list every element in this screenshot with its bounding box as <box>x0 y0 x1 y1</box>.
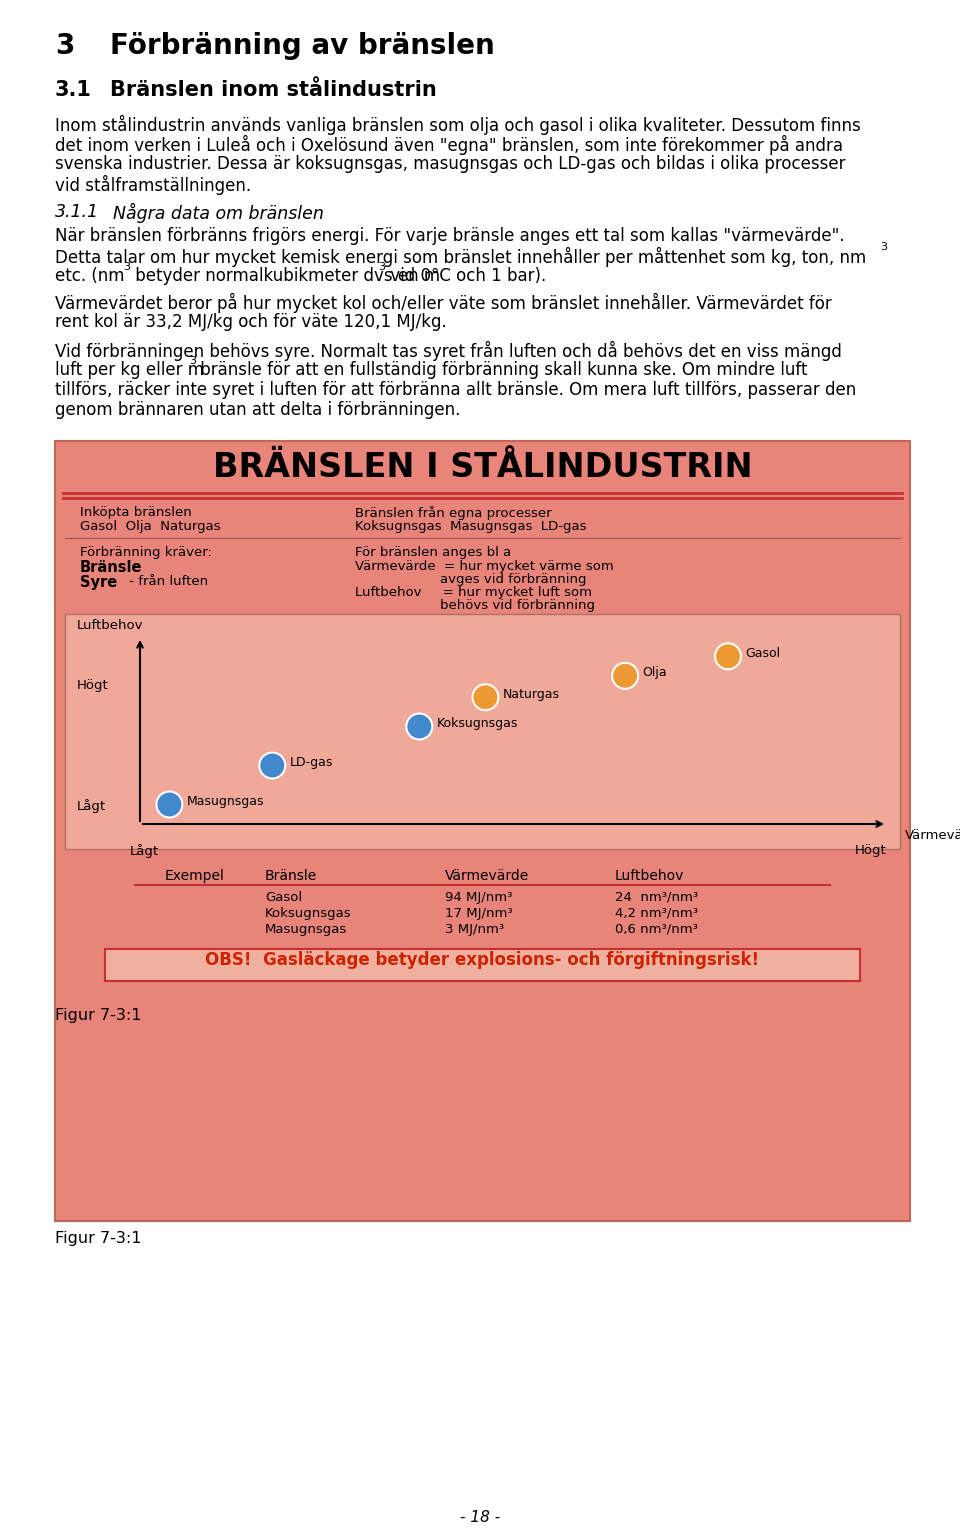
Text: Lågt: Lågt <box>130 844 159 858</box>
Text: Olja: Olja <box>642 666 667 680</box>
Text: Bränsle: Bränsle <box>80 560 142 576</box>
Circle shape <box>715 643 741 669</box>
Text: Koksugnsgas: Koksugnsgas <box>265 907 351 919</box>
Text: Lågt: Lågt <box>77 800 107 814</box>
Text: Inom stålindustrin används vanliga bränslen som olja och gasol i olika kvalitete: Inom stålindustrin används vanliga bräns… <box>55 115 861 135</box>
Text: Koksugnsgas: Koksugnsgas <box>436 717 517 731</box>
Circle shape <box>156 792 182 818</box>
Text: rent kol är 33,2 MJ/kg och för väte 120,1 MJ/kg.: rent kol är 33,2 MJ/kg och för väte 120,… <box>55 313 446 332</box>
Text: Exempel: Exempel <box>165 869 225 883</box>
Text: Luftbehov     = hur mycket luft som: Luftbehov = hur mycket luft som <box>355 586 592 599</box>
Text: Inköpta bränslen: Inköpta bränslen <box>80 507 192 519</box>
Text: 3: 3 <box>55 32 74 60</box>
Text: Gasol: Gasol <box>745 646 780 660</box>
Text: Värmevärde  = hur mycket värme som: Värmevärde = hur mycket värme som <box>355 560 613 573</box>
Text: När bränslen förbränns frigörs energi. För varje bränsle anges ett tal som kalla: När bränslen förbränns frigörs energi. F… <box>55 227 845 246</box>
Text: - från luften: - från luften <box>125 576 208 588</box>
Text: betyder normalkubikmeter dvs en m: betyder normalkubikmeter dvs en m <box>130 267 440 286</box>
Text: 17 MJ/nm³: 17 MJ/nm³ <box>445 907 513 919</box>
Text: Några data om bränslen: Några data om bränslen <box>113 203 324 223</box>
Text: Värmevärde: Värmevärde <box>905 829 960 843</box>
Text: Gasol: Gasol <box>265 890 302 904</box>
Text: avges vid förbränning: avges vid förbränning <box>440 573 587 586</box>
Text: Bränsle: Bränsle <box>265 869 317 883</box>
Text: behövs vid förbränning: behövs vid förbränning <box>440 599 595 612</box>
Text: vid stålframställningen.: vid stålframställningen. <box>55 175 252 195</box>
Text: Luftbehov: Luftbehov <box>615 869 684 883</box>
Text: Masugnsgas: Masugnsgas <box>265 923 348 936</box>
Text: luft per kg eller m: luft per kg eller m <box>55 361 204 379</box>
Bar <box>55 441 910 1220</box>
Text: 3.1.1: 3.1.1 <box>55 203 99 221</box>
Text: Värmevärdet beror på hur mycket kol och/eller väte som bränslet innehåller. Värm: Värmevärdet beror på hur mycket kol och/… <box>55 293 831 313</box>
Text: Värmevärde: Värmevärde <box>445 869 529 883</box>
Text: Förbränning kräver:: Förbränning kräver: <box>80 546 212 559</box>
Text: 3: 3 <box>880 243 887 252</box>
Text: 24  nm³/nm³: 24 nm³/nm³ <box>615 890 698 904</box>
Text: OBS!  Gasläckage betyder explosions- och förgiftningsrisk!: OBS! Gasläckage betyder explosions- och … <box>205 952 759 969</box>
Text: För bränslen anges bl a: För bränslen anges bl a <box>355 546 512 559</box>
Text: Högt: Högt <box>855 844 887 857</box>
Text: 3 MJ/nm³: 3 MJ/nm³ <box>445 923 504 936</box>
Text: 4,2 nm³/nm³: 4,2 nm³/nm³ <box>615 907 698 919</box>
Text: Figur 7-3:1: Figur 7-3:1 <box>55 1008 141 1022</box>
Text: 0,6 nm³/nm³: 0,6 nm³/nm³ <box>615 923 698 936</box>
Bar <box>65 614 900 849</box>
Circle shape <box>259 752 285 778</box>
Text: 94 MJ/nm³: 94 MJ/nm³ <box>445 890 513 904</box>
Text: svenska industrier. Dessa är koksugnsgas, masugnsgas och LD-gas och bildas i oli: svenska industrier. Dessa är koksugnsgas… <box>55 155 846 173</box>
Text: genom brännaren utan att delta i förbränningen.: genom brännaren utan att delta i förbrän… <box>55 401 461 419</box>
Text: vid 0°C och 1 bar).: vid 0°C och 1 bar). <box>385 267 546 286</box>
Text: Gasol  Olja  Naturgas: Gasol Olja Naturgas <box>80 520 221 533</box>
Text: Detta talar om hur mycket kemisk energi som bränslet innehåller per måttenhet so: Detta talar om hur mycket kemisk energi … <box>55 247 866 267</box>
Text: Högt: Högt <box>77 678 108 692</box>
Text: Luftbehov: Luftbehov <box>77 619 143 632</box>
Text: Förbränning av bränslen: Förbränning av bränslen <box>110 32 494 60</box>
Circle shape <box>472 685 498 711</box>
Text: Naturgas: Naturgas <box>502 688 560 701</box>
Text: 3: 3 <box>123 262 130 272</box>
Text: Figur 7-3:1: Figur 7-3:1 <box>55 1231 141 1246</box>
Text: 3: 3 <box>189 356 196 365</box>
Text: Syre: Syre <box>80 576 117 589</box>
Text: Vid förbränningen behövs syre. Normalt tas syret från luften och då behövs det e: Vid förbränningen behövs syre. Normalt t… <box>55 341 842 361</box>
Circle shape <box>406 714 432 740</box>
Text: - 18 -: - 18 - <box>460 1510 500 1524</box>
Text: tillförs, räcker inte syret i luften för att förbränna allt bränsle. Om mera luf: tillförs, räcker inte syret i luften för… <box>55 381 856 399</box>
Circle shape <box>612 663 638 689</box>
Text: BRÄNSLEN I STÅLINDUSTRIN: BRÄNSLEN I STÅLINDUSTRIN <box>213 451 753 484</box>
Text: Koksugnsgas  Masugnsgas  LD-gas: Koksugnsgas Masugnsgas LD-gas <box>355 520 587 533</box>
Bar <box>105 949 860 981</box>
Text: LD-gas: LD-gas <box>289 757 333 769</box>
Text: 3: 3 <box>378 262 385 272</box>
Text: Masugnsgas: Masugnsgas <box>186 795 264 807</box>
Text: etc. (nm: etc. (nm <box>55 267 125 286</box>
Text: Bränslen inom stålindustrin: Bränslen inom stålindustrin <box>110 80 437 100</box>
Text: det inom verken i Luleå och i Oxelösund även "egna" bränslen, som inte förekomme: det inom verken i Luleå och i Oxelösund … <box>55 135 843 155</box>
Text: bränsle för att en fullständig förbränning skall kunna ske. Om mindre luft: bränsle för att en fullständig förbränni… <box>195 361 807 379</box>
Text: Bränslen från egna processer: Bränslen från egna processer <box>355 507 552 520</box>
Text: 3.1: 3.1 <box>55 80 92 100</box>
